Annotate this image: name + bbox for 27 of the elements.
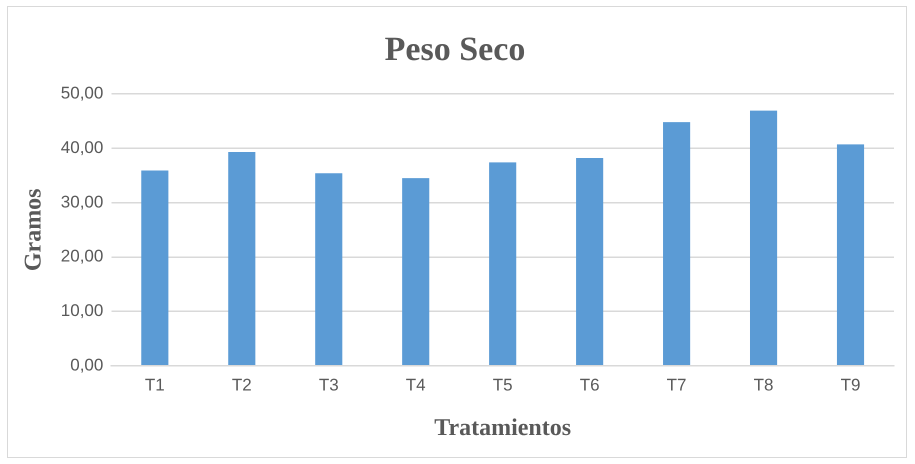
bar xyxy=(750,110,778,366)
y-tick-label: 30,00 xyxy=(60,192,104,212)
y-tick-label: 10,00 xyxy=(60,301,104,320)
bar xyxy=(141,170,168,366)
y-tick-label: 0,00 xyxy=(70,355,104,374)
bar xyxy=(489,162,516,366)
x-tick-label: T1 xyxy=(144,376,165,395)
y-tick-label: 50,00 xyxy=(60,83,104,102)
bar xyxy=(663,122,690,366)
x-tick-label: T8 xyxy=(754,376,774,395)
bar xyxy=(315,173,342,366)
x-tick-label: T5 xyxy=(492,376,513,395)
y-tick-label: 40,00 xyxy=(60,138,104,157)
x-tick-label: T9 xyxy=(840,376,860,395)
y-tick-label: 20,00 xyxy=(60,246,104,266)
bar xyxy=(836,144,864,366)
bar xyxy=(228,152,256,366)
x-tick-label: T6 xyxy=(580,376,600,395)
x-tick-label: T2 xyxy=(232,376,252,395)
bar xyxy=(576,158,604,366)
x-tick-label: T7 xyxy=(666,376,687,395)
x-tick-label: T3 xyxy=(318,376,339,395)
bar xyxy=(402,178,430,366)
x-tick-label: T4 xyxy=(406,376,426,395)
y-axis-title: Gramos xyxy=(20,188,47,272)
x-axis-title: Tratamientos xyxy=(434,414,572,441)
chart-title: Peso Seco xyxy=(384,31,526,68)
